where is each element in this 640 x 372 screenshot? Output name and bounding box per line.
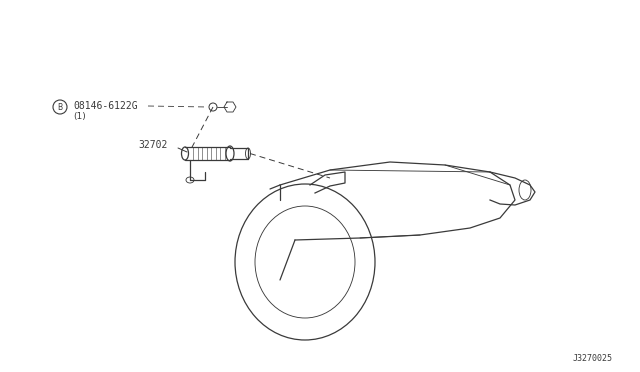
Text: 32702: 32702 [138,140,168,150]
Text: J3270025: J3270025 [573,354,613,363]
Text: (1): (1) [73,112,86,121]
Text: B: B [58,103,63,112]
Text: 08146-6122G: 08146-6122G [73,101,138,111]
